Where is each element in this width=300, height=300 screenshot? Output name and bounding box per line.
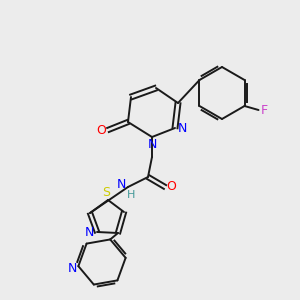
Text: N: N — [84, 226, 94, 239]
Text: O: O — [96, 124, 106, 136]
Text: O: O — [166, 179, 176, 193]
Text: N: N — [177, 122, 187, 134]
Text: H: H — [127, 190, 135, 200]
Text: N: N — [68, 262, 77, 275]
Text: N: N — [116, 178, 126, 191]
Text: F: F — [261, 103, 268, 116]
Text: N: N — [147, 137, 157, 151]
Text: S: S — [102, 185, 110, 199]
